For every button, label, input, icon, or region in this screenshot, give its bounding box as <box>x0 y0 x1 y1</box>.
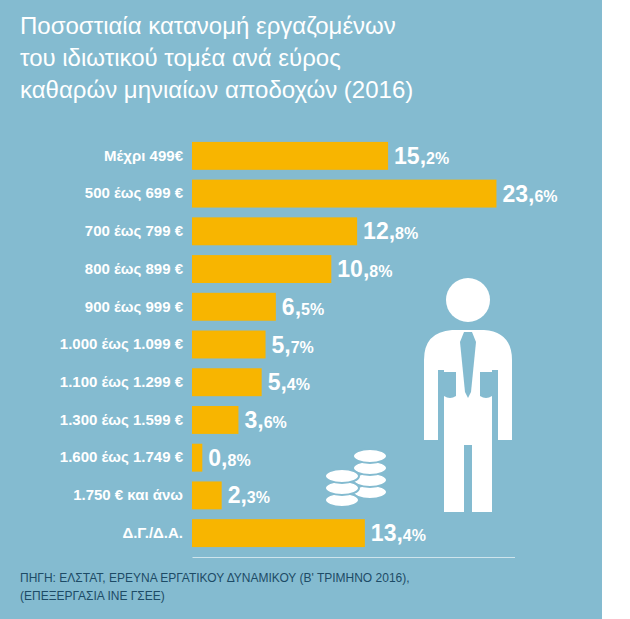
category-label: 900 έως 999 € <box>85 298 184 315</box>
bar <box>192 331 266 359</box>
category-axis: Μέχρι 499€ 500 έως 699 € 700 έως 799 € 800 … <box>60 147 192 541</box>
category-label: Δ.Γ./Δ.Α. <box>122 524 183 541</box>
data-label: 0,8% <box>208 445 250 471</box>
data-label: 13,4% <box>371 520 426 546</box>
data-label: 10,8% <box>337 256 392 282</box>
tick: 1.300 έως 1.599 € <box>60 411 192 428</box>
bar <box>192 406 238 434</box>
category-label: 1.000 έως 1.099 € <box>60 335 184 352</box>
category-label: 800 έως 899 € <box>85 260 184 277</box>
data-labels: 15,2% 23,6% 12,8% 10,8% 6,5% 5,7% 5,4% 3,6% 0,8%… <box>208 143 557 546</box>
bars <box>192 142 496 547</box>
data-label: 12,8% <box>363 218 418 244</box>
tick: 800 έως 899 € <box>85 260 192 277</box>
tick: 1.000 έως 1.099 € <box>60 335 192 352</box>
bar <box>192 293 276 321</box>
data-label: 6,5% <box>282 294 324 320</box>
category-label: 1.300 έως 1.599 € <box>60 411 184 428</box>
tick: 1.600 έως 1.749 € <box>60 448 192 465</box>
tick: 1.750 € και άνω <box>73 486 192 503</box>
data-label: 15,2% <box>394 143 449 169</box>
category-label: 1.750 € και άνω <box>73 486 183 503</box>
chart: Ποσοστιαία κατανομή εργαζομένωντου ιδιωτ… <box>0 0 630 619</box>
tick: 1.100 έως 1.299 € <box>60 373 192 390</box>
source: ΠΗΓΗ: ΕΛΣΤΑΤ, ΕΡΕΥΝΑ ΕΡΓΑΤΙΚΟΥ ΔΥΝΑΜΙΚΟΥ… <box>20 571 410 603</box>
tick: Μέχρι 499€ <box>104 147 192 164</box>
tick: Δ.Γ./Δ.Α. <box>122 524 192 541</box>
bar <box>192 481 222 509</box>
bar <box>192 519 365 547</box>
data-label: 5,7% <box>272 332 314 358</box>
bar <box>192 444 202 472</box>
data-label: 5,4% <box>268 369 310 395</box>
tick: 700 έως 799 € <box>85 222 192 239</box>
bar <box>192 217 357 245</box>
category-label: 500 έως 699 € <box>85 184 184 201</box>
category-label: Μέχρι 499€ <box>104 147 184 164</box>
data-label: 2,3% <box>228 482 270 508</box>
category-label: 1.600 έως 1.749 € <box>60 448 184 465</box>
value-axis <box>193 557 516 558</box>
tick: 900 έως 999 € <box>85 298 192 315</box>
bar <box>192 142 388 170</box>
tick: 500 έως 699 € <box>85 184 192 201</box>
title: Ποσοστιαία κατανομή εργαζομένωντου ιδιωτ… <box>20 12 413 103</box>
bar <box>192 368 262 396</box>
icon <box>325 278 512 512</box>
background <box>0 0 602 619</box>
category-label: 1.100 έως 1.299 € <box>60 373 184 390</box>
bar <box>192 180 496 208</box>
bar <box>192 255 331 283</box>
axis-line <box>193 557 516 558</box>
data-label: 3,6% <box>244 407 286 433</box>
data-label: 23,6% <box>502 181 557 207</box>
category-label: 700 έως 799 € <box>85 222 184 239</box>
